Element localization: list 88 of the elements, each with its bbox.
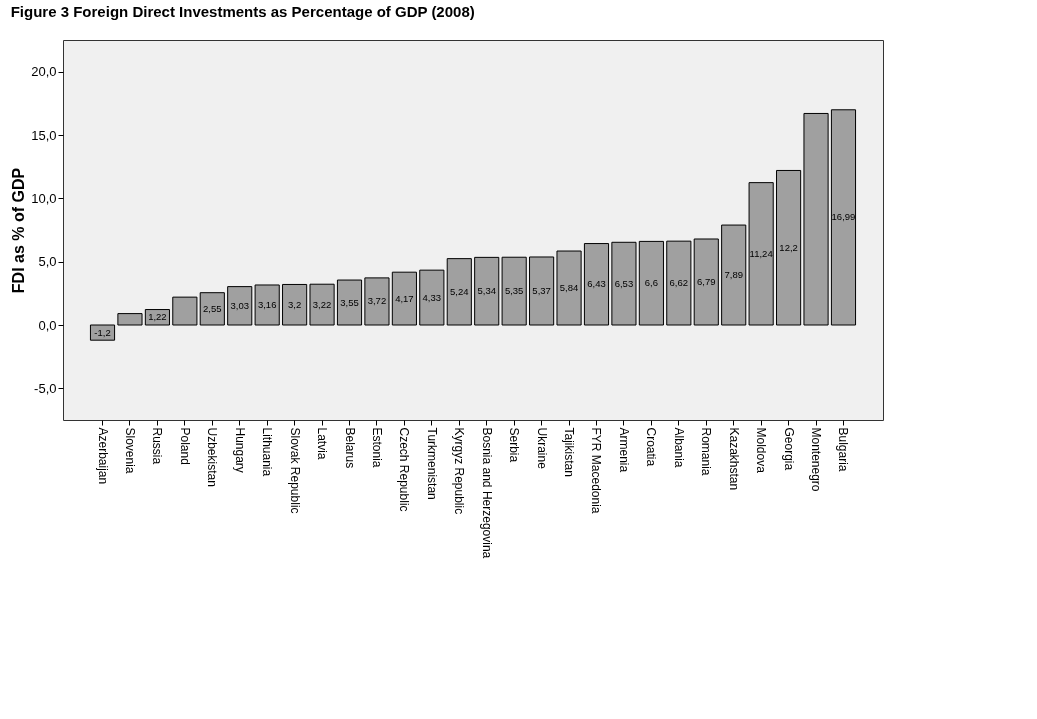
bar [501,256,527,326]
data-label: 5,37 [532,284,551,296]
data-label: 3,72 [367,295,387,307]
x-tick-label: Lithuania [260,427,275,477]
bar [830,109,857,326]
x-tick-label: Albania [671,427,686,468]
data-label: 1,22 [148,311,167,323]
x-tick-label: Poland [177,427,192,465]
x-tick-label: Croatia [644,427,659,467]
bar [611,241,637,326]
bar [748,182,774,326]
x-tick-label: Tajikistan [562,427,577,477]
x-tick-label: Armenia [616,427,631,473]
data-label: 6,6 [644,277,658,289]
bar [419,269,445,326]
data-label: -1,2 [94,326,111,338]
x-tick-label: Czech Republic [397,427,412,512]
data-label: 6,43 [587,278,606,290]
bar [117,313,143,326]
bar [638,240,664,326]
bar [803,112,829,326]
data-label: 11,24 [749,247,773,259]
y-tick-label: -5,0 [34,380,57,396]
bar [693,238,719,326]
data-label: 12,2 [779,241,798,253]
data-label: 7,89 [724,269,743,281]
data-label: 3,03 [230,299,249,311]
x-tick-label: Russia [150,427,165,465]
chart-title: Figure 3 Foreign Direct Investments as Percentage of GDP (2008) [10,3,475,20]
x-tick-label: Estonia [369,427,384,468]
bar [529,256,555,326]
bar [282,283,308,326]
x-tick-label: Slovak Republic [287,427,302,514]
bar [254,284,280,326]
bar [199,292,225,326]
x-tick-label: Kyrgyz Republic [452,427,467,515]
data-label: 2,55 [203,302,222,314]
x-tick-label: Kazakhstan [726,427,741,491]
x-tick-label: Georgia [781,427,796,471]
data-label: 5,34 [477,285,496,297]
data-label: 4,33 [422,291,442,303]
x-tick-label: Belarus [342,427,357,469]
bar [556,250,582,326]
bar [666,240,692,326]
data-label: 6,53 [614,277,634,289]
x-tick-label: FYR Macedonia [589,427,604,514]
x-tick-label: Hungary [232,427,247,473]
bar [227,286,253,326]
x-tick-label: Moldova [754,427,769,474]
data-label: 6,62 [669,277,689,289]
x-tick-label: Latvia [315,427,330,460]
x-tick-label: Ukraine [534,427,549,470]
x-tick-label: Turkmenistan [424,427,439,500]
bar [309,283,335,326]
bar [172,296,198,326]
y-tick-label: 5,0 [38,254,57,270]
x-tick-label: Serbia [507,427,522,463]
bar [474,256,500,326]
bar [776,169,802,326]
bar [336,279,363,326]
bar [446,258,472,326]
data-label: 5,24 [450,285,469,297]
y-tick-label: 20,0 [31,64,57,80]
x-tick-label: Slovenia [122,427,137,474]
bar [391,271,417,326]
data-label: 6,79 [697,276,716,287]
bar [721,224,747,326]
y-tick-label: 10,0 [31,190,57,206]
y-tick-label: 15,0 [31,127,57,143]
y-axis-title: FDI as % of GDP [10,167,28,294]
data-label: 16,99 [831,211,856,223]
data-label: 5,84 [559,282,579,294]
data-label: 3,22 [312,298,332,310]
y-tick-label: 0,0 [38,317,57,333]
data-label: 3,55 [340,296,359,308]
bar [583,243,610,326]
x-tick-label: Bosnia and Herzegovina [479,427,494,559]
bar [364,277,390,326]
x-tick-label: Montenegro [809,427,824,492]
data-label: 5,35 [504,285,524,297]
bar [89,324,116,341]
x-tick-label: Bulgaria [836,427,851,472]
data-label: 4,17 [395,292,414,304]
x-tick-label: Uzbekistan [205,427,220,487]
x-tick-label: Romania [699,427,714,476]
data-label: 3,2 [288,298,302,310]
data-label: 3,16 [257,298,277,310]
x-tick-label: Azerbaijan [95,427,110,485]
